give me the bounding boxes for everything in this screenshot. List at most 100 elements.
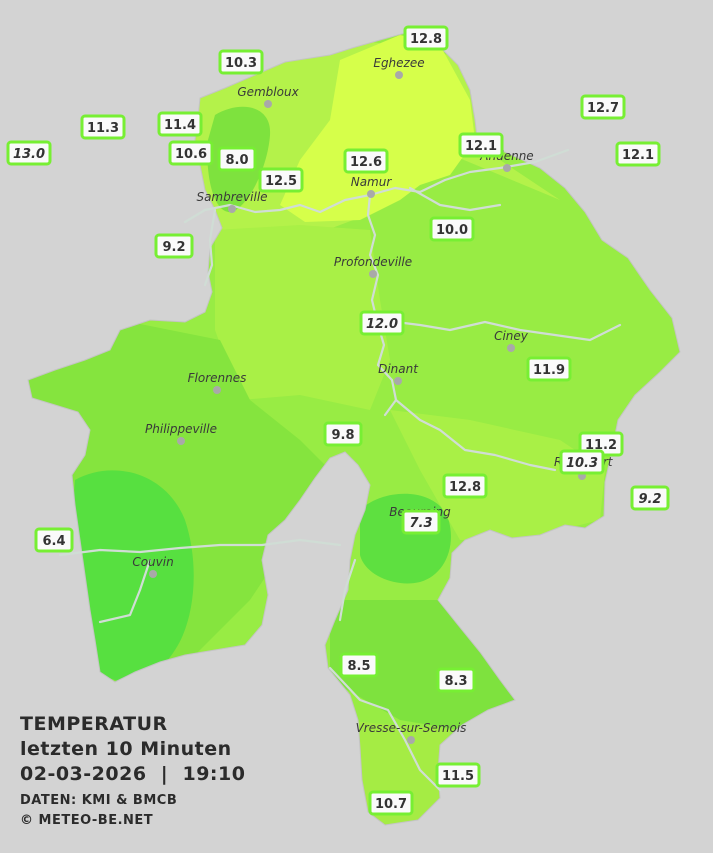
city-label: Florennes [188,371,247,385]
station-box [34,527,74,553]
station-reading: 11.4 [157,111,203,137]
station-reading: 12.6 [343,148,389,174]
river-houyoux [408,186,502,212]
station-reading: 12.1 [458,132,504,158]
city-label: Vresse-sur-Semois [356,721,467,735]
station-box [458,132,504,158]
legend-copyright: © METEO-BE.NET [20,813,154,828]
river-couvin [98,558,152,624]
legend-title: TEMPERATUR [20,713,168,735]
city-dot [213,386,221,394]
station-value: 12.6 [350,155,382,170]
city-dot [407,736,415,744]
city-sambreville: Sambreville [196,190,268,213]
station-box [80,114,126,140]
station-reading: 10.6 [168,140,214,166]
city-dot [264,100,272,108]
city-label: Ciney [494,329,529,343]
station-box [323,421,363,447]
river-south-branch [338,558,357,622]
station-value: 9.8 [331,428,354,443]
city-label: Eghezee [373,56,424,70]
station-reading: 12.8 [442,473,488,499]
station-value: 11.2 [585,438,617,453]
station-reading: 9.2 [630,485,670,511]
station-reading: 7.3 [401,509,441,535]
station-value: 10.6 [175,147,207,162]
station-box [435,762,481,788]
station-box [401,509,441,535]
station-value: 8.0 [225,153,248,168]
station-reading: 11.2 [578,431,624,457]
city-ciney: Ciney [494,329,529,352]
city-namur: Namur [351,175,392,198]
station-value: 12.1 [465,139,497,154]
city-philippeville: Philippeville [145,422,217,445]
city-label: Couvin [132,555,173,569]
station-box [559,449,605,475]
station-reading: 10.3 [218,49,264,75]
station-box [217,146,257,172]
zone-far-south [340,720,450,825]
city-dot [394,377,402,385]
city-dot [507,344,515,352]
legend-date: 02-03-2026 [20,763,147,785]
station-reading: 13.0 [6,140,52,166]
station-value: 9.2 [638,492,661,507]
station-value: 11.4 [164,118,196,133]
station-reading: 12.7 [580,94,626,120]
station-box [429,216,475,242]
station-reading: 12.0 [359,310,405,336]
river-sambre [183,193,372,224]
station-value: 11.9 [533,363,565,378]
station-box [436,667,476,693]
river-ourthe-ciney [378,318,622,342]
zone-couvin-cold [73,470,194,682]
river-west-branch [203,208,217,287]
city-label: Profondeville [334,255,412,269]
station-box [157,111,203,137]
city-dot [503,164,511,172]
city-florennes: Florennes [188,371,247,394]
city-dot [369,270,377,278]
city-dinant: Dinant [378,362,419,385]
station-reading: 11.3 [80,114,126,140]
station-box [526,356,572,382]
station-box [630,485,670,511]
station-value: 12.8 [410,32,442,47]
station-reading: 9.2 [154,233,194,259]
city-profondeville: Profondeville [334,255,412,278]
station-value: 8.5 [347,659,370,674]
station-value: 10.3 [566,456,598,471]
zone-central-light [215,225,390,410]
legend-datetime: 02-03-2026 | 19:10 [20,762,245,787]
station-value: 12.7 [587,101,619,116]
station-value: 12.5 [265,174,297,189]
station-reading: 12.8 [403,25,449,51]
station-reading: 6.4 [34,527,74,553]
station-reading: 12.5 [258,167,304,193]
station-reading: 10.0 [429,216,475,242]
city-label: Philippeville [145,422,217,436]
city-dot [367,190,375,198]
city-dot [228,205,236,213]
city-dot [149,570,157,578]
station-value: 12.1 [622,148,654,163]
station-value: 10.7 [375,797,407,812]
station-box [368,790,414,816]
station-reading: 10.3 [559,449,605,475]
station-value: 12.0 [366,317,398,332]
city-dot [177,437,185,445]
station-box [343,148,389,174]
city-gembloux: Gembloux [237,85,300,108]
station-box [168,140,214,166]
station-box [359,310,405,336]
station-value: 12.8 [449,480,481,495]
station-readings: 12.8 10.3 12.7 11.3 11.4 13.0 10.6 8.0 12.1 12.1 1… [6,25,670,816]
temperature-zones [28,35,605,825]
station-box [442,473,488,499]
city-markers: EghezeeGemblouxAndenneNamurSambrevillePr… [132,56,614,744]
city-label: Dinant [378,362,419,376]
station-box [403,25,449,51]
station-value: 10.3 [225,56,257,71]
